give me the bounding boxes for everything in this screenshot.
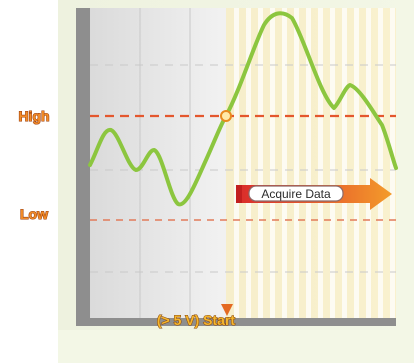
acquisition-stripe [366, 8, 371, 318]
acquisition-stripe [342, 8, 347, 318]
acquisition-stripe [246, 8, 251, 318]
low-label: Low [20, 206, 48, 222]
acquisition-stripe [294, 8, 299, 318]
acquisition-stripe [318, 8, 323, 318]
bottom-axis-frame [76, 318, 396, 326]
acquisition-stripe [330, 8, 335, 318]
start-label: (> 5 V) Start [157, 312, 236, 328]
left-axis-frame [76, 8, 90, 326]
acquisition-stripe [234, 8, 239, 318]
acquisition-stripe [282, 8, 287, 318]
trigger-line [221, 8, 233, 316]
acquisition-stripe [258, 8, 263, 318]
panel-bottom-band [58, 330, 414, 363]
trigger-point-circle-icon [220, 110, 232, 122]
signal-waveform [88, 11, 398, 207]
acquisition-stripe [378, 8, 383, 318]
trigger-arrow-down-icon [221, 304, 233, 316]
acquisition-stripe [270, 8, 275, 318]
horizontal-grid [90, 64, 396, 273]
high-label: High [18, 108, 49, 124]
acquisition-stripe [354, 8, 359, 318]
acquire-data-label: Acquire Data [261, 187, 331, 201]
acquire-data-label-box: Acquire Data [248, 185, 344, 202]
acquisition-stripe [306, 8, 311, 318]
